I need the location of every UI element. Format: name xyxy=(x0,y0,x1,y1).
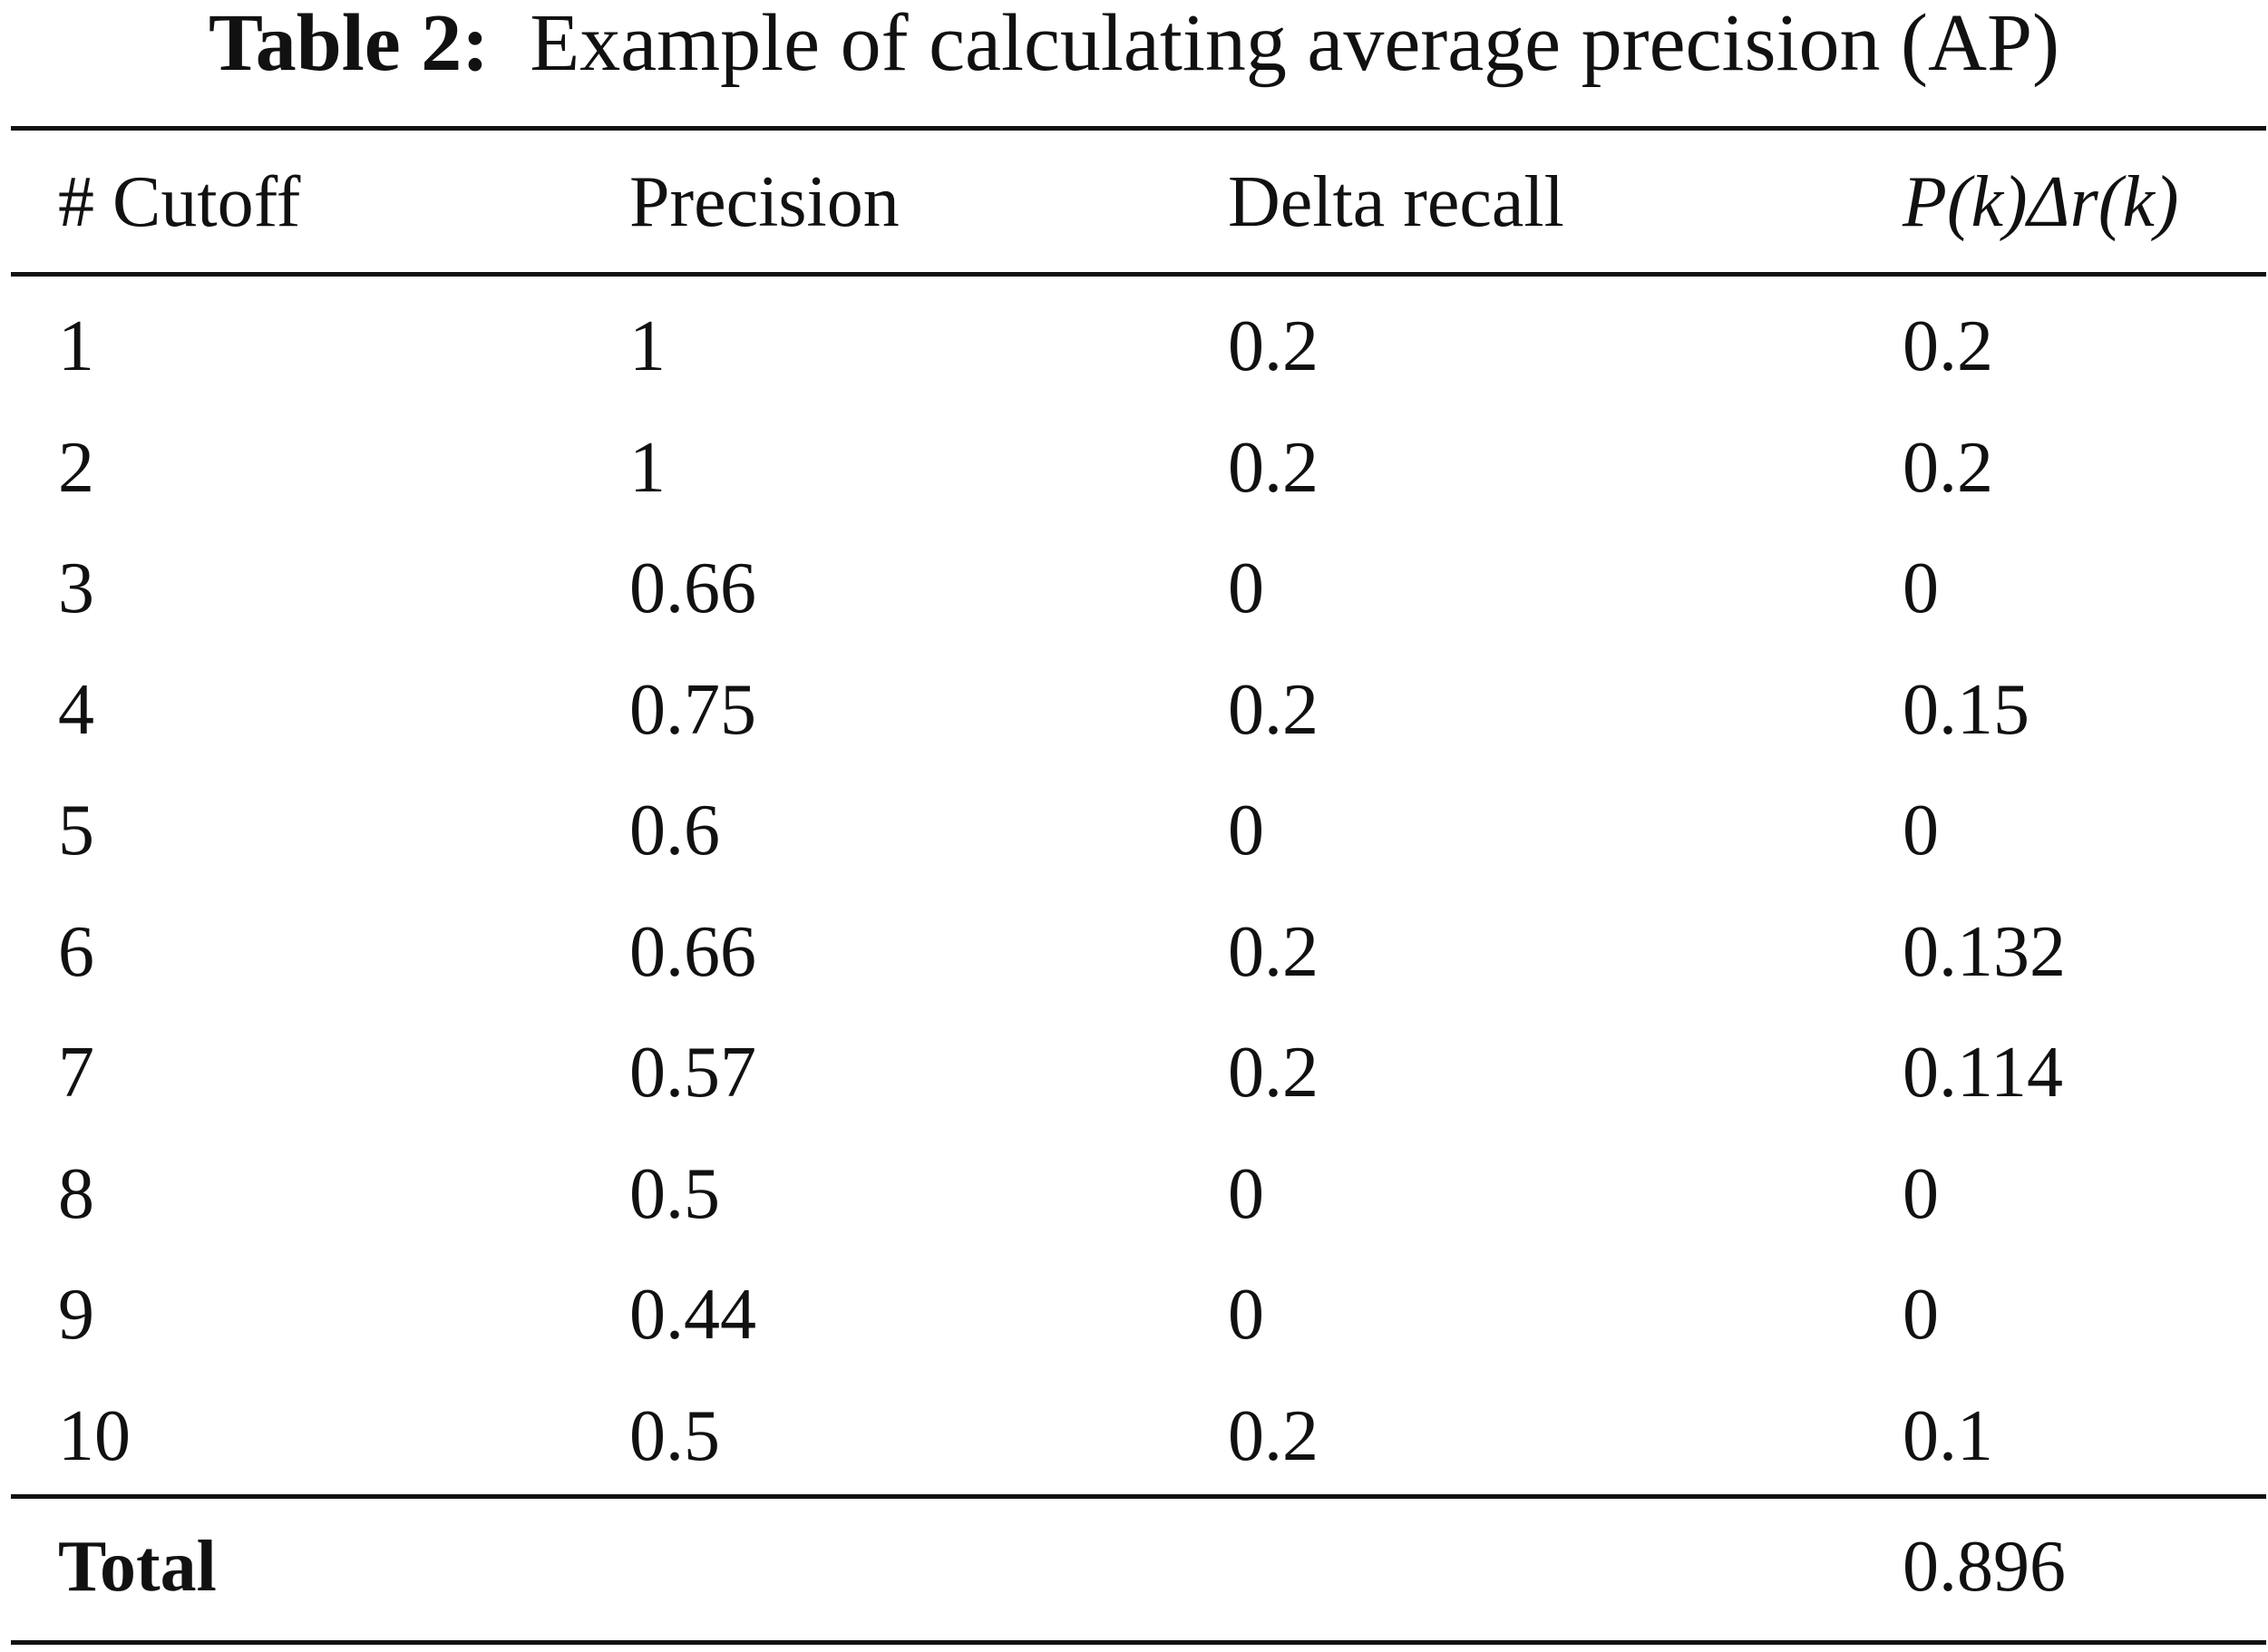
caption-text: Example of calculating average precision… xyxy=(530,0,2060,88)
cell-delta-recall: 0.2 xyxy=(1228,428,1319,508)
cell-precision: 1 xyxy=(629,428,666,508)
cell-cutoff: 9 xyxy=(58,1275,94,1355)
header-rule xyxy=(11,272,2266,277)
cell-delta-recall: 0.2 xyxy=(1228,670,1319,750)
caption-label: Table 2: xyxy=(208,0,490,88)
cell-precision: 0.66 xyxy=(629,912,756,992)
cell-cutoff: 1 xyxy=(58,306,94,386)
cell-delta-recall: 0.2 xyxy=(1228,306,1319,386)
cell-cutoff: 7 xyxy=(58,1033,94,1113)
bottom-rule xyxy=(11,1640,2266,1645)
cell-delta-recall: 0 xyxy=(1228,791,1264,870)
cell-cutoff: 4 xyxy=(58,670,94,750)
cell-product: 0 xyxy=(1903,549,1939,628)
cell-product: 0.15 xyxy=(1903,670,2030,750)
table-caption: Table 2: Example of calculating average … xyxy=(0,0,2268,100)
cell-product: 0.1 xyxy=(1903,1396,1993,1476)
cell-delta-recall: 0.2 xyxy=(1228,1396,1319,1476)
cell-cutoff: 6 xyxy=(58,912,94,992)
cell-precision: 0.44 xyxy=(629,1275,756,1355)
total-label: Total xyxy=(58,1527,217,1607)
cell-precision: 0.66 xyxy=(629,549,756,628)
top-rule xyxy=(11,126,2266,131)
header-product: P(k)Δr(k) xyxy=(1903,162,2179,242)
cell-delta-recall: 0.2 xyxy=(1228,912,1319,992)
cell-precision: 0.5 xyxy=(629,1154,720,1234)
cell-precision: 0.57 xyxy=(629,1033,756,1113)
cell-delta-recall: 0 xyxy=(1228,1154,1264,1234)
cell-product: 0.114 xyxy=(1903,1033,2064,1113)
header-delta-recall: Delta recall xyxy=(1228,162,1564,242)
cell-product: 0 xyxy=(1903,1275,1939,1355)
cell-delta-recall: 0.2 xyxy=(1228,1033,1319,1113)
cell-product: 0.2 xyxy=(1903,428,1993,508)
cell-cutoff: 10 xyxy=(58,1396,131,1476)
total-value: 0.896 xyxy=(1903,1527,2066,1607)
cell-product: 0.2 xyxy=(1903,306,1993,386)
cell-cutoff: 2 xyxy=(58,428,94,508)
header-precision: Precision xyxy=(629,162,900,242)
cell-product: 0 xyxy=(1903,1154,1939,1234)
cell-cutoff: 5 xyxy=(58,791,94,870)
header-cutoff: # Cutoff xyxy=(58,162,301,242)
cell-cutoff: 8 xyxy=(58,1154,94,1234)
total-rule xyxy=(11,1494,2266,1499)
cell-precision: 1 xyxy=(629,306,666,386)
cell-delta-recall: 0 xyxy=(1228,549,1264,628)
cell-delta-recall: 0 xyxy=(1228,1275,1264,1355)
cell-precision: 0.6 xyxy=(629,791,720,870)
cell-precision: 0.5 xyxy=(629,1396,720,1476)
cell-product: 0.132 xyxy=(1903,912,2066,992)
cell-precision: 0.75 xyxy=(629,670,756,750)
cell-cutoff: 3 xyxy=(58,549,94,628)
cell-product: 0 xyxy=(1903,791,1939,870)
